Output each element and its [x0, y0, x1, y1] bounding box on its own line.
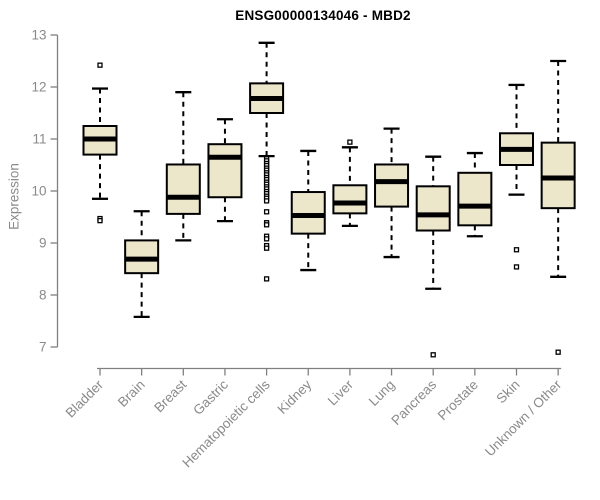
y-tick-label: 8: [39, 288, 47, 303]
x-tick-label-prostate: Prostate: [435, 377, 481, 423]
outlier-point: [263, 236, 270, 242]
x-tick-label-unknown-other: Unknown / Other: [482, 377, 565, 460]
y-tick-label: 7: [39, 340, 47, 355]
x-tick-label-pancreas: Pancreas: [388, 377, 439, 428]
y-tick-label: 10: [31, 184, 46, 199]
box-plot-lung: [374, 127, 410, 259]
outlier-point: [430, 352, 436, 358]
box-plot-brain: [124, 210, 160, 318]
outlier-point: [263, 245, 270, 251]
chart-title: ENSG00000134046 - MBD2: [235, 8, 411, 23]
iqr-box: [374, 163, 410, 208]
iqr-box: [332, 184, 368, 215]
box-plot-kidney: [290, 149, 326, 272]
outlier-point: [263, 276, 270, 282]
x-tick-label-breast: Breast: [151, 377, 189, 415]
outlier-point: [347, 139, 353, 145]
outlier-point: [263, 222, 270, 228]
outlier-point: [555, 349, 561, 355]
x-tick-label-skin: Skin: [493, 377, 522, 406]
y-tick-label: 13: [31, 28, 46, 43]
y-tick-label: 9: [39, 236, 47, 251]
box-plot-liver: [332, 139, 368, 227]
outlier-point: [97, 217, 103, 224]
x-tick-label-bladder: Bladder: [63, 377, 107, 421]
outlier-point: [513, 247, 520, 253]
x-tick-label-lung: Lung: [366, 377, 398, 409]
box-plot-gastric: [207, 118, 243, 223]
x-tick-label-liver: Liver: [325, 377, 357, 409]
x-tick-label-kidney: Kidney: [275, 377, 315, 417]
outlier-point: [263, 209, 270, 215]
x-tick-label-gastric: Gastric: [190, 377, 231, 418]
box-plot-prostate: [457, 151, 493, 238]
box-plot-pancreas: [415, 155, 451, 358]
outlier-point: [513, 264, 520, 270]
box-plot-bladder: [82, 62, 118, 224]
box-plot-breast: [165, 91, 201, 242]
outlier-point: [97, 62, 103, 68]
iqr-box: [165, 163, 201, 215]
iqr-box: [540, 141, 576, 210]
outlier-point: [263, 198, 270, 204]
x-tick-label-brain: Brain: [115, 377, 148, 410]
y-tick-label: 11: [32, 132, 46, 147]
y-tick-label: 12: [31, 80, 46, 95]
iqr-box: [415, 185, 451, 232]
box-plot-hematopoietic-cells: [249, 41, 285, 282]
iqr-box: [290, 191, 326, 235]
box-plot-unknown-other: [540, 59, 576, 355]
iqr-box: [207, 143, 243, 199]
box-plot-skin: [499, 83, 534, 270]
iqr-box: [457, 171, 493, 227]
